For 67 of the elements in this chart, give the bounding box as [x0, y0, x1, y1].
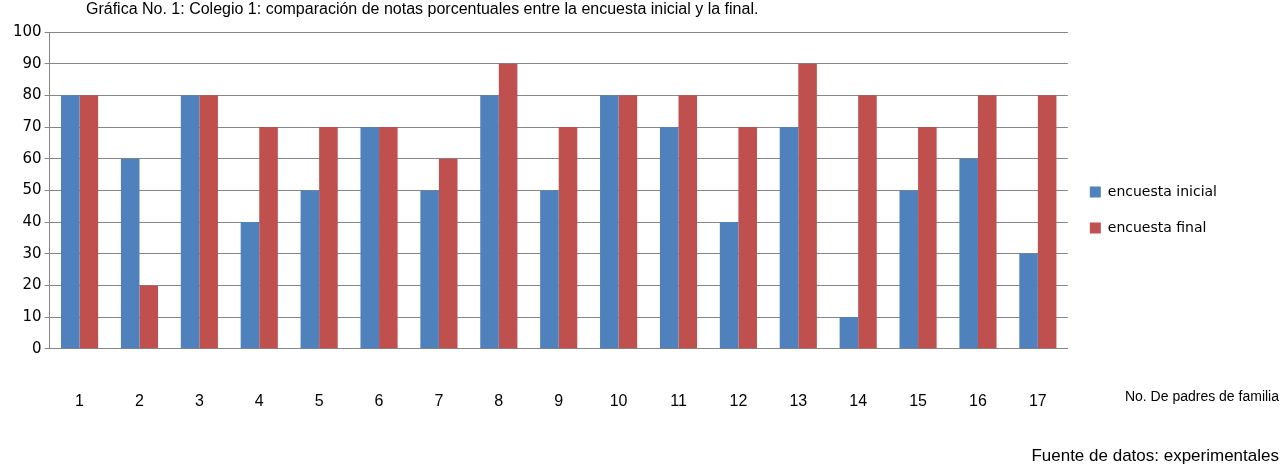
- bar: [498, 63, 518, 349]
- source-note: Fuente de datos: experimentales: [1031, 446, 1279, 466]
- y-tick-label: 70: [22, 116, 42, 135]
- bar: [779, 127, 799, 349]
- bar: [420, 190, 439, 349]
- bar: [360, 127, 380, 349]
- x-tick-label: 6: [374, 392, 384, 410]
- y-tick-label: 30: [22, 243, 42, 262]
- bar: [139, 285, 159, 349]
- bar: [120, 158, 140, 349]
- bar: [1019, 253, 1038, 349]
- x-tick-label: 4: [254, 392, 264, 410]
- bar: [259, 127, 278, 349]
- chart-title: Gráfica No. 1: Colegio 1: comparación de notas porcentuales entre la encuesta inicial y la final.: [86, 0, 759, 18]
- x-tick-label: 13: [789, 392, 808, 410]
- x-tick-label: 9: [554, 392, 564, 410]
- bar: [959, 158, 978, 349]
- bar: [379, 127, 398, 349]
- legend-label: encuesta final: [1107, 218, 1207, 235]
- bar: [659, 127, 679, 349]
- bar: [480, 95, 499, 349]
- bar: [1037, 95, 1057, 349]
- bar: [438, 158, 458, 349]
- x-tick-label: 10: [609, 392, 628, 410]
- x-tick-label: 11: [670, 392, 687, 410]
- bar: [319, 127, 338, 349]
- y-tick-label: 60: [22, 148, 42, 167]
- bar: [540, 190, 559, 349]
- bar: [719, 222, 739, 349]
- bar: [180, 95, 200, 349]
- y-tick-label: 0: [32, 338, 42, 357]
- x-tick-label: 1: [75, 392, 85, 410]
- y-tick-label: 20: [22, 275, 42, 294]
- y-tick-label: 50: [22, 180, 42, 199]
- bar: [600, 95, 619, 349]
- x-tick-label: 14: [849, 392, 868, 410]
- x-tick-label: 3: [194, 392, 204, 410]
- x-tick-label: 8: [494, 392, 504, 410]
- bar: [79, 95, 99, 349]
- y-tick-label: 10: [22, 307, 42, 326]
- bar: [977, 95, 997, 349]
- x-tick-label: 17: [1028, 392, 1047, 410]
- x-axis-title: No. De padres de familia: [1124, 388, 1279, 404]
- x-tick-label: 15: [909, 392, 928, 410]
- bar: [199, 95, 218, 349]
- bar: [798, 63, 817, 349]
- y-tick-label: 40: [22, 211, 42, 230]
- y-tick-label: 80: [22, 85, 42, 104]
- bar: [618, 95, 638, 349]
- bar: [839, 317, 859, 349]
- legend-label: encuesta inicial: [1107, 182, 1218, 199]
- bar: [300, 190, 320, 349]
- bar: [918, 127, 937, 349]
- y-tick-label: 90: [22, 53, 42, 72]
- bar: [738, 127, 757, 349]
- x-tick-label: 12: [729, 392, 748, 410]
- y-tick-label: 100: [12, 21, 42, 40]
- x-tick-label: 16: [969, 392, 987, 410]
- x-tick-label: 5: [314, 392, 324, 410]
- x-tick-label: 7: [434, 392, 444, 410]
- bar: [858, 95, 877, 349]
- bar: [61, 95, 80, 349]
- bar: [558, 127, 578, 349]
- bar: [899, 190, 919, 349]
- bar: [678, 95, 698, 349]
- bar: [240, 222, 260, 349]
- x-tick-label: 2: [135, 392, 145, 410]
